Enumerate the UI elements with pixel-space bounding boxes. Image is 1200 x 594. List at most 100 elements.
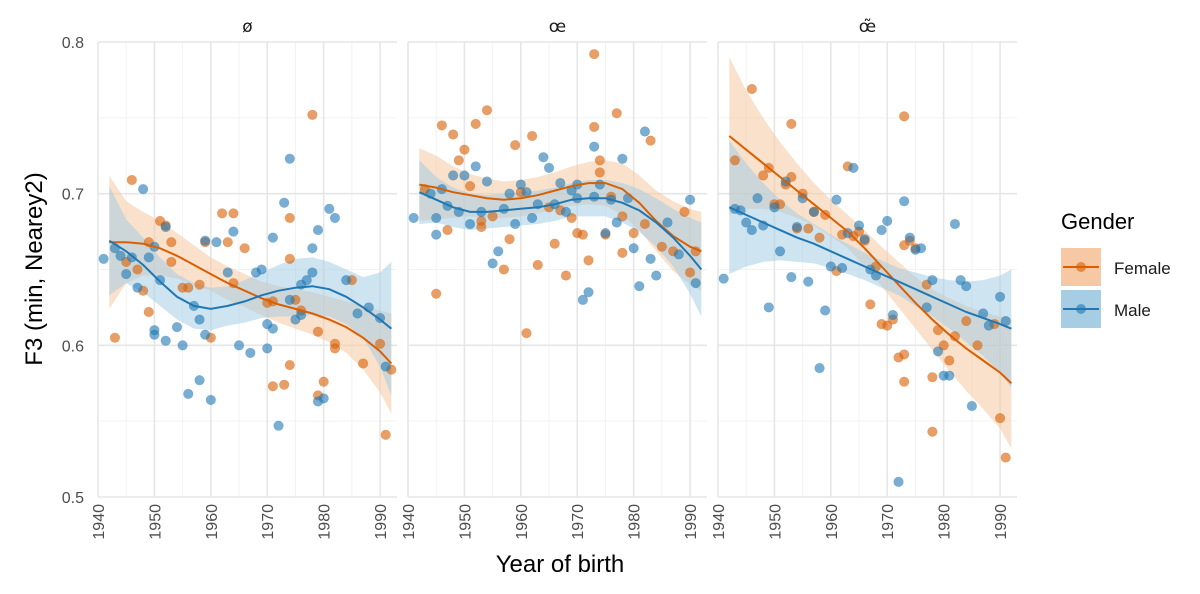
x-tick-label: 1950 (767, 504, 784, 540)
data-point-female (222, 237, 233, 248)
data-point-female (109, 332, 121, 343)
legend-label-male: Male (1114, 301, 1151, 320)
data-point-male (205, 394, 216, 406)
data-point-female (374, 338, 386, 349)
data-point-male (746, 224, 757, 236)
data-point-female (899, 349, 910, 360)
data-point-male (803, 276, 814, 287)
data-point-female (803, 223, 814, 234)
data-point-male (837, 262, 848, 274)
data-point-male (431, 212, 442, 224)
data-point-male (233, 340, 245, 351)
data-point-male (267, 323, 278, 334)
data-point-male (504, 188, 515, 199)
x-tick-label: 1980 (627, 504, 644, 540)
data-point-male (284, 153, 295, 164)
data-point-female (617, 247, 628, 258)
data-point-male (341, 275, 352, 286)
data-point-female (284, 359, 295, 371)
data-point-male (617, 153, 628, 164)
data-point-male (994, 291, 1006, 302)
x-tick-label: 1940 (711, 504, 728, 540)
data-point-female (527, 130, 538, 142)
y-tick-label: 0.7 (62, 187, 84, 204)
data-point-female (217, 208, 228, 219)
x-tick-label: 1950 (147, 504, 164, 540)
data-point-male (589, 191, 600, 202)
data-point-male (560, 206, 572, 217)
data-point-male (521, 187, 532, 198)
data-point-female (589, 121, 600, 133)
data-point-male (921, 302, 932, 313)
data-point-female (504, 234, 515, 245)
data-point-female (560, 270, 572, 281)
data-point-male (932, 346, 944, 357)
x-tick-label: 1960 (514, 504, 531, 540)
data-point-female (882, 320, 893, 331)
data-point-male (594, 179, 605, 190)
data-point-female (729, 155, 741, 166)
axes-layer: 0.5 0.6 0.7 0.8 (62, 35, 84, 507)
data-point-male (808, 206, 820, 217)
data-point-male (510, 218, 521, 230)
data-point-male (177, 340, 188, 351)
x-tick-label: 1970 (880, 504, 897, 540)
data-point-female (972, 340, 983, 351)
x-tick-label: 1940 (91, 504, 108, 540)
fit-line-female (728, 135, 1013, 385)
data-point-male (639, 126, 651, 137)
facet-label: œ (549, 17, 566, 37)
data-point-male (825, 261, 836, 272)
data-point-female (358, 358, 369, 369)
data-point-female (228, 208, 239, 219)
data-point-female (318, 376, 329, 387)
data-point-female (481, 105, 493, 116)
data-point-male (949, 218, 961, 230)
x-axis-title: Year of birth (496, 551, 625, 578)
data-point-female (498, 264, 510, 275)
data-point-male (961, 281, 972, 292)
confidence-band-male (109, 186, 392, 396)
fit-line-male (728, 206, 1012, 330)
data-point-male (143, 252, 154, 263)
data-point-male (329, 212, 341, 224)
y-tick-label: 0.8 (62, 35, 84, 52)
data-point-female (476, 221, 487, 233)
data-point-female (380, 429, 391, 440)
data-point-male (543, 162, 555, 173)
data-point-male (538, 152, 549, 163)
data-point-male (267, 232, 278, 243)
data-point-female (126, 174, 137, 186)
facet-panel: ø 1940 1950 1960 1970 1980 1990 (91, 17, 397, 540)
facet-label: ø (242, 17, 252, 37)
panels-layer: ø 1940 1950 1960 1970 1980 1990 œ 1940 1950 1960 19… (91, 17, 1017, 540)
data-point-male (684, 194, 696, 205)
data-point-male (312, 224, 324, 236)
facet-panel: œ̃ 1940 1950 1960 1970 1980 1990 (711, 17, 1017, 540)
data-point-female (927, 426, 938, 437)
legend-title: Gender (1061, 209, 1134, 234)
data-point-female (510, 140, 521, 151)
data-point-female (279, 379, 290, 390)
data-point-female (899, 111, 910, 122)
data-point-female (944, 355, 955, 366)
x-tick-label: 1990 (993, 504, 1010, 540)
data-point-female (284, 212, 295, 224)
data-point-male (887, 309, 898, 321)
data-point-male (859, 234, 870, 245)
data-point-female (549, 238, 560, 249)
data-point-female (927, 372, 938, 383)
data-point-female (758, 170, 769, 181)
data-point-female (684, 267, 696, 278)
x-tick-label: 1970 (570, 504, 587, 540)
x-tick-label: 1990 (683, 504, 700, 540)
y-axis-title: F3 (min, Nearey2) (21, 172, 48, 365)
data-point-male (611, 217, 622, 228)
x-tick-label: 1990 (373, 504, 390, 540)
fit-line-male (108, 239, 393, 330)
data-point-male (470, 161, 481, 172)
data-point-female (166, 256, 177, 268)
data-point-male (301, 275, 312, 286)
data-point-male (160, 221, 171, 233)
